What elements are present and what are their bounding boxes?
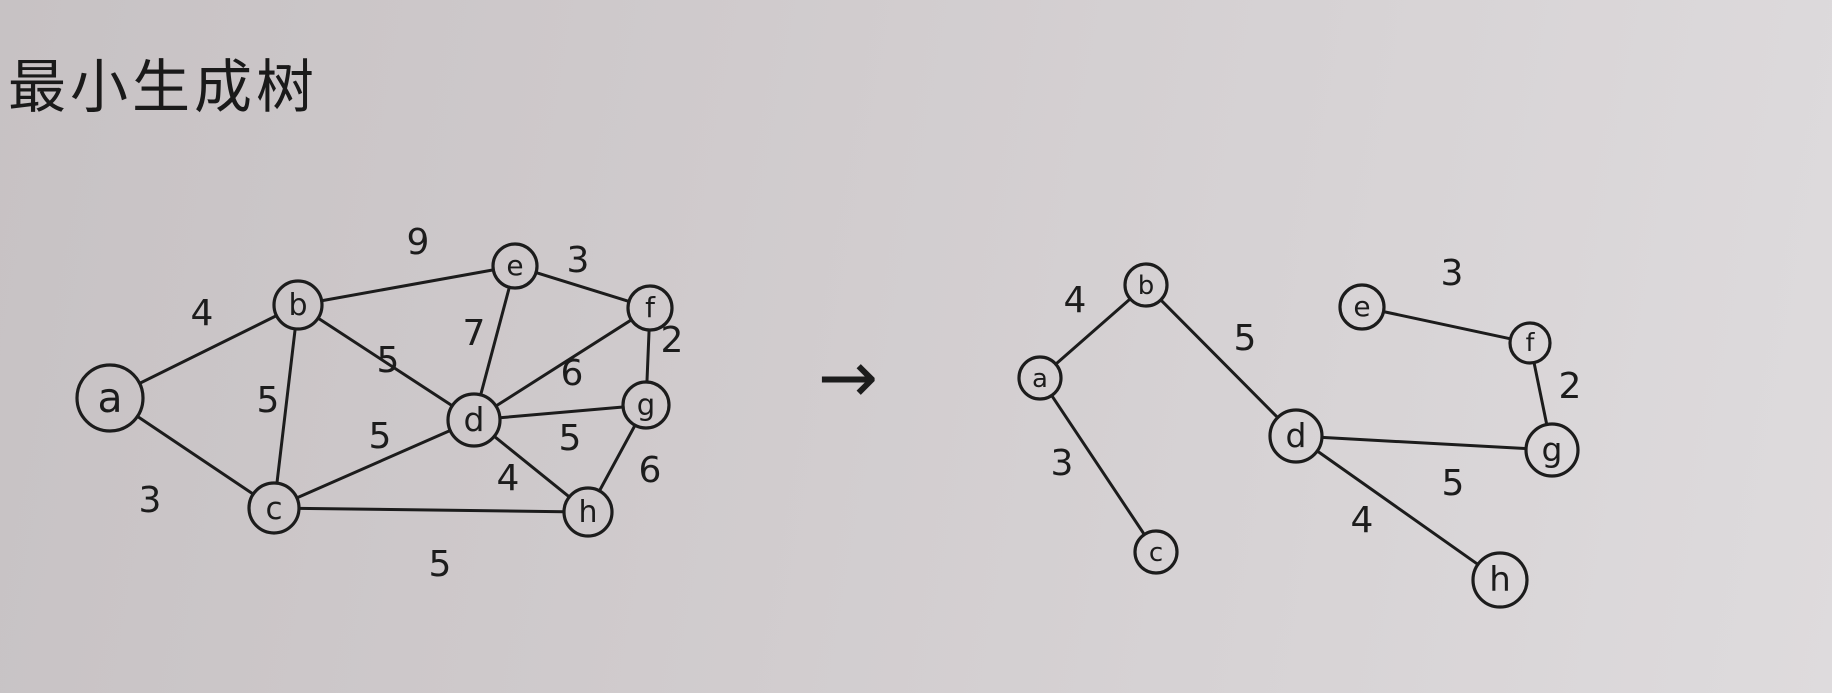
mst-node-g-circle (1524, 422, 1580, 478)
mst-node-h-circle (1471, 551, 1529, 609)
mst-weight-e-f: 3 (1441, 253, 1464, 294)
mst-node-g-label: g (1542, 430, 1563, 469)
original-node-f-circle (626, 284, 674, 332)
original-weight-d-g: 5 (559, 418, 582, 459)
mst-node-e: e (1338, 283, 1386, 331)
original-weight-g-h: 6 (639, 450, 662, 491)
original-node-d-circle (446, 392, 502, 448)
original-weight-c-d: 5 (369, 416, 392, 457)
mst-node-f-circle (1508, 321, 1552, 365)
mst-node-d: d (1268, 408, 1324, 464)
original-node-g-label: g (637, 388, 655, 422)
mst-edge-b-d (1159, 298, 1280, 420)
mst-node-a-label: a (1032, 364, 1048, 394)
original-edge-b-e (320, 268, 495, 303)
original-edge-b-d (316, 316, 454, 408)
mst-edge-a-c (1050, 393, 1146, 537)
original-node-h: h (562, 486, 614, 538)
original-node-h-circle (562, 486, 614, 538)
mst-edge-f-g (1532, 361, 1549, 427)
original-weight-b-d: 5 (377, 340, 400, 381)
mst-node-a-circle (1017, 355, 1063, 401)
original-edge-e-f (534, 271, 631, 303)
original-node-a-circle (75, 363, 145, 433)
original-node-g-circle (621, 380, 671, 430)
mst-edge-a-b (1054, 297, 1132, 366)
mst-edge-e-f (1382, 310, 1512, 341)
original-edge-a-b (138, 314, 278, 385)
mst-edge-d-g (1320, 435, 1528, 451)
original-weight-b-e: 9 (407, 222, 430, 263)
original-weight-f-g: 2 (661, 320, 684, 361)
mst-node-b-label: b (1138, 271, 1155, 301)
mst-graph: 4 3 5 5 4 3 2 a b c d e f g h (1017, 253, 1582, 609)
mst-node-g: g (1524, 422, 1580, 478)
original-edge-d-g (498, 405, 625, 420)
mst-node-b: b (1123, 262, 1169, 308)
original-node-h-label: h (578, 495, 597, 530)
original-edge-f-g (645, 328, 651, 384)
original-weight-b-c: 5 (257, 380, 280, 421)
original-edge-a-c (135, 414, 255, 496)
original-weight-d-e: 7 (463, 313, 486, 354)
mst-weight-a-c: 3 (1051, 443, 1074, 484)
original-node-f-label: f (645, 291, 656, 324)
mst-edge-d-h (1315, 449, 1480, 566)
mst-weight-d-g: 5 (1442, 463, 1465, 504)
original-edge-d-f (494, 318, 633, 408)
mst-node-h: h (1471, 551, 1529, 609)
mst-node-h-label: h (1489, 560, 1511, 600)
original-node-a: a (75, 363, 145, 433)
original-node-e-label: e (506, 249, 523, 282)
original-node-f: f (626, 284, 674, 332)
original-node-e-circle (491, 242, 539, 290)
mst-node-f-label: f (1526, 328, 1536, 357)
mst-node-c: c (1133, 529, 1179, 575)
mst-node-e-label: e (1353, 290, 1370, 323)
original-weight-d-f: 6 (561, 353, 584, 394)
original-node-d: d (446, 392, 502, 448)
mst-weight-d-h: 4 (1351, 500, 1374, 541)
original-node-c-label: c (265, 491, 282, 527)
mst-node-c-label: c (1149, 538, 1163, 568)
mst-weight-b-d: 5 (1234, 318, 1257, 359)
original-edge-b-c (275, 327, 297, 485)
mst-weight-a-b: 4 (1064, 280, 1087, 321)
arrow: → (818, 335, 878, 419)
original-edge-c-d (295, 428, 452, 500)
original-weight-c-h: 5 (429, 544, 452, 585)
original-node-g: g (621, 380, 671, 430)
mst-node-e-circle (1338, 283, 1386, 331)
mst-node-b-circle (1123, 262, 1169, 308)
original-node-b-label: b (288, 288, 307, 323)
original-weight-e-f: 3 (567, 240, 590, 281)
original-weight-a-c: 3 (139, 480, 162, 521)
original-node-c-circle (247, 481, 301, 535)
mst-node-c-circle (1133, 529, 1179, 575)
original-weight-d-h: 4 (497, 458, 520, 499)
original-node-b-circle (272, 279, 324, 331)
original-edge-d-e (479, 285, 511, 397)
original-node-b: b (272, 279, 324, 331)
mst-node-d-circle (1268, 408, 1324, 464)
original-node-a-label: a (97, 374, 122, 422)
mst-node-f: f (1508, 321, 1552, 365)
mst-node-d-label: d (1286, 416, 1307, 455)
page-title: 最小生成树 (8, 53, 319, 121)
mst-node-a: a (1017, 355, 1063, 401)
mst-weight-f-g: 2 (1559, 366, 1582, 407)
original-node-c: c (247, 481, 301, 535)
original-edge-c-h (297, 506, 566, 514)
original-edge-g-h (597, 423, 637, 493)
original-weight-a-b: 4 (191, 293, 214, 334)
original-edge-d-h (492, 434, 571, 499)
original-node-d-label: d (464, 400, 485, 439)
original-node-e: e (491, 242, 539, 290)
